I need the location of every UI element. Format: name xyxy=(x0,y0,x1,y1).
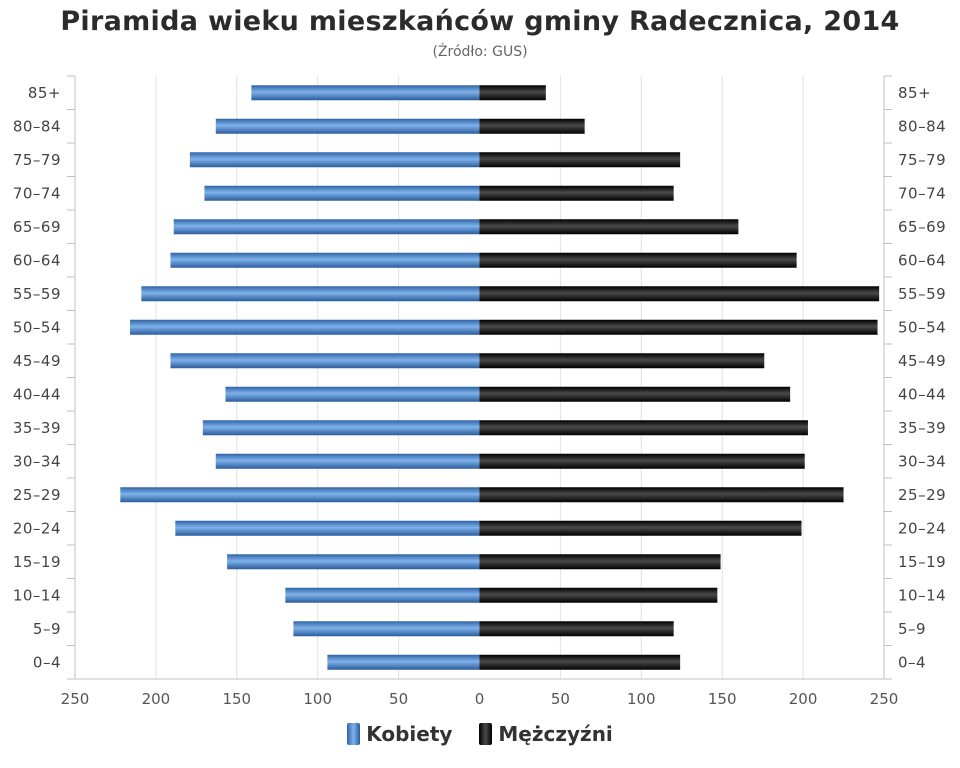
category-label-right: 70–74 xyxy=(898,184,946,202)
category-label-right: 80–84 xyxy=(898,117,946,135)
bar-mezczyzni xyxy=(479,621,674,637)
category-label-right: 10–14 xyxy=(898,586,946,604)
category-label-left: 0–4 xyxy=(33,653,61,671)
category-label-right: 55–59 xyxy=(898,285,946,303)
bar-kobiety xyxy=(227,554,480,570)
legend-swatch-mezczyzni xyxy=(479,723,493,745)
bar-kobiety xyxy=(285,587,480,603)
category-label-left: 75–79 xyxy=(13,151,61,169)
bar-mezczyzni xyxy=(479,420,808,436)
bar-kobiety xyxy=(141,286,480,302)
category-label-left: 45–49 xyxy=(13,352,61,370)
bar-mezczyzni xyxy=(479,386,791,402)
chart-title: Piramida wieku mieszkańców gminy Radeczn… xyxy=(60,6,900,37)
category-label-left: 15–19 xyxy=(13,553,61,571)
legend-item-mezczyzni[interactable]: Mężczyźni xyxy=(479,722,613,746)
bar-kobiety xyxy=(215,453,480,469)
bar-kobiety xyxy=(327,654,480,670)
category-label-left: 70–74 xyxy=(13,184,61,202)
category-label-right: 50–54 xyxy=(898,318,946,336)
category-label-left: 30–34 xyxy=(13,452,61,470)
bar-mezczyzni xyxy=(479,286,880,302)
x-tick-label: 250 xyxy=(61,690,90,708)
category-label-left: 80–84 xyxy=(13,117,61,135)
category-label-right: 25–29 xyxy=(898,486,946,504)
bar-mezczyzni xyxy=(479,185,674,201)
x-tick-label: 100 xyxy=(627,690,656,708)
bars xyxy=(120,85,880,670)
bar-kobiety xyxy=(189,152,480,168)
bar-kobiety xyxy=(225,386,480,402)
x-tick-label: 50 xyxy=(389,690,408,708)
legend-label-mezczyzni: Mężczyźni xyxy=(498,722,613,746)
legend-swatch-kobiety xyxy=(347,723,361,745)
x-tick-label: 150 xyxy=(222,690,251,708)
bar-mezczyzni xyxy=(479,554,721,570)
category-label-left: 20–24 xyxy=(13,519,61,537)
legend-item-kobiety[interactable]: Kobiety xyxy=(347,722,452,746)
category-label-right: 20–24 xyxy=(898,519,946,537)
bar-mezczyzni xyxy=(479,85,546,101)
x-tick-label: 100 xyxy=(303,690,332,708)
category-label-right: 65–69 xyxy=(898,218,946,236)
category-label-left: 85+ xyxy=(28,84,61,102)
category-label-right: 75–79 xyxy=(898,151,946,169)
bar-kobiety xyxy=(215,118,480,134)
bar-mezczyzni xyxy=(479,118,585,134)
category-label-left: 60–64 xyxy=(13,251,61,269)
bar-kobiety xyxy=(120,487,480,503)
category-label-left: 25–29 xyxy=(13,486,61,504)
category-label-right: 0–4 xyxy=(898,653,926,671)
category-label-right: 15–19 xyxy=(898,553,946,571)
bar-mezczyzni xyxy=(479,219,739,235)
bar-mezczyzni xyxy=(479,487,844,503)
bar-kobiety xyxy=(204,185,480,201)
bar-kobiety xyxy=(170,252,480,268)
bar-mezczyzni xyxy=(479,520,802,536)
bar-mezczyzni xyxy=(479,654,681,670)
axis-labels: 250 200 150 100 50 0 50 100 150 200 250 85+ 85+ 80–84… xyxy=(13,84,946,708)
gridlines xyxy=(155,76,804,679)
category-label-left: 10–14 xyxy=(13,586,61,604)
category-label-right: 35–39 xyxy=(898,419,946,437)
category-label-right: 40–44 xyxy=(898,385,946,403)
bar-kobiety xyxy=(175,520,480,536)
category-label-right: 45–49 xyxy=(898,352,946,370)
bar-mezczyzni xyxy=(479,152,681,168)
x-tick-label: 0 xyxy=(475,690,485,708)
category-label-right: 85+ xyxy=(898,84,931,102)
category-label-right: 30–34 xyxy=(898,452,946,470)
x-tick-label: 200 xyxy=(142,690,171,708)
bar-kobiety xyxy=(170,353,480,369)
bar-mezczyzni xyxy=(479,319,878,335)
category-label-left: 5–9 xyxy=(33,620,61,638)
x-tick-label: 50 xyxy=(551,690,570,708)
bar-kobiety xyxy=(251,85,480,101)
legend: Kobiety Mężczyźni xyxy=(0,722,960,750)
category-label-left: 40–44 xyxy=(13,385,61,403)
bar-mezczyzni xyxy=(479,453,805,469)
x-tick-label: 150 xyxy=(708,690,737,708)
bar-mezczyzni xyxy=(479,587,718,603)
x-tick-label: 200 xyxy=(789,690,818,708)
bar-kobiety xyxy=(293,621,480,637)
category-label-left: 65–69 xyxy=(13,218,61,236)
category-label-right: 60–64 xyxy=(898,251,946,269)
legend-label-kobiety: Kobiety xyxy=(366,722,453,746)
category-label-left: 35–39 xyxy=(13,419,61,437)
axes xyxy=(67,75,892,680)
chart-subtitle: (Źródło: GUS) xyxy=(432,44,528,60)
bar-kobiety xyxy=(130,319,480,335)
x-tick-label: 250 xyxy=(870,690,899,708)
bar-kobiety xyxy=(202,420,480,436)
bar-kobiety xyxy=(173,219,480,235)
bar-mezczyzni xyxy=(479,252,797,268)
bar-mezczyzni xyxy=(479,353,765,369)
category-label-left: 55–59 xyxy=(13,285,61,303)
category-label-right: 5–9 xyxy=(898,620,926,638)
category-label-left: 50–54 xyxy=(13,318,61,336)
